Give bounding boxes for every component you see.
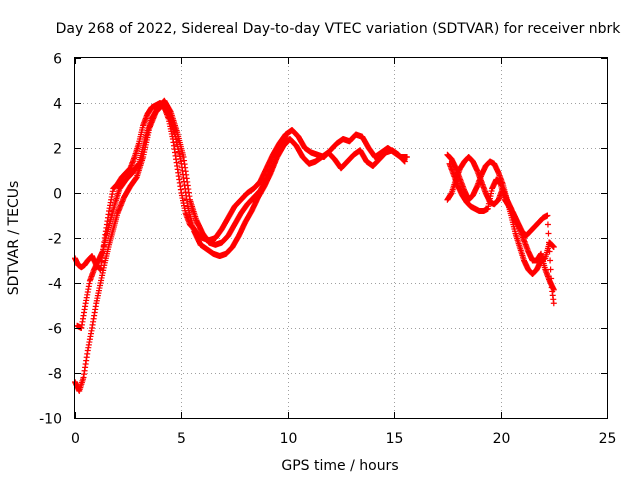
series-track-b xyxy=(72,102,408,394)
data-point xyxy=(550,244,557,250)
y-tick-label: -2 xyxy=(48,232,62,248)
y-tick-label: -6 xyxy=(48,322,62,338)
y-tick-label: 4 xyxy=(53,97,62,113)
y-tick-label: 0 xyxy=(53,187,62,203)
data-points xyxy=(72,97,557,394)
y-tick-label: -4 xyxy=(48,277,62,293)
plot-frame xyxy=(74,57,608,419)
x-tick-label: 10 xyxy=(280,431,298,447)
x-tick-label: 0 xyxy=(71,431,80,447)
data-point xyxy=(403,154,410,160)
series-track-c xyxy=(74,97,289,331)
axis-ticks: 0 5 10 15 20 25 -10 -8 -6 -4 -2 0 2 4 6 xyxy=(39,52,616,448)
data-point xyxy=(544,212,551,219)
x-tick-label: 25 xyxy=(599,431,617,447)
y-tick-label: -8 xyxy=(48,367,62,383)
chart-title: Day 268 of 2022, Sidereal Day-to-day VTE… xyxy=(56,21,622,37)
x-tick-label: 15 xyxy=(386,431,404,447)
data-point xyxy=(546,239,553,246)
data-point xyxy=(545,230,552,237)
x-tick-label: 5 xyxy=(177,431,186,447)
data-point xyxy=(282,133,289,140)
x-axis-label: GPS time / hours xyxy=(281,458,398,474)
data-point xyxy=(547,266,554,273)
series-track-f xyxy=(446,160,557,307)
data-point xyxy=(548,275,555,282)
data-point xyxy=(547,257,554,264)
data-point xyxy=(546,248,553,255)
y-tick-label: 6 xyxy=(53,52,62,68)
y-axis-label: SDTVAR / TECUs xyxy=(6,181,22,296)
y-tick-label: 2 xyxy=(53,142,62,158)
x-tick-label: 20 xyxy=(493,431,511,447)
data-point xyxy=(401,158,408,165)
data-point xyxy=(550,300,557,307)
data-point xyxy=(544,221,551,228)
y-tick-label: -10 xyxy=(39,412,62,428)
